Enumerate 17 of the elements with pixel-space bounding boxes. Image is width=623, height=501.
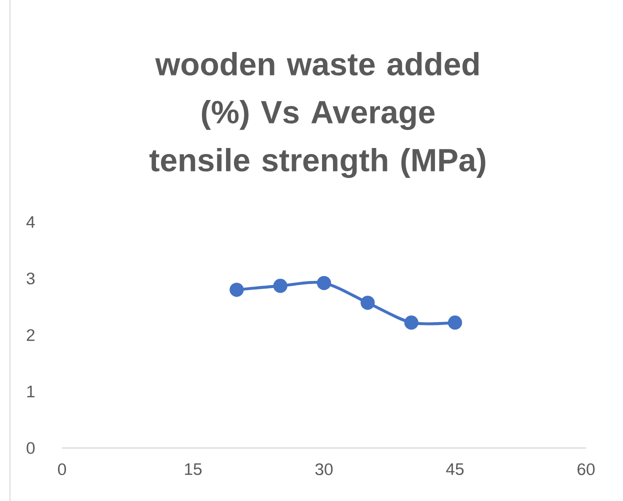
x-tick-label: 0 [58, 463, 66, 476]
point [448, 316, 462, 330]
x-tick-label: 60 [578, 463, 595, 476]
point [316, 276, 332, 290]
x-tick-label: 45 [446, 463, 464, 476]
point [360, 296, 375, 310]
point [273, 278, 288, 293]
y-tick-label: 2 [26, 329, 34, 341]
chart-title: wooden waste added (%) Vs Average tensile strength (MPa) [149, 52, 486, 178]
point [404, 316, 418, 330]
y-tick-label: 4 [26, 216, 35, 228]
x-tick-label: 15 [185, 463, 202, 476]
y-tick-label: 3 [26, 272, 35, 284]
point [230, 282, 244, 297]
y-tick-label: 1 [27, 386, 34, 398]
x-tick-label: 30 [315, 463, 333, 476]
y-tick-label: 0 [26, 442, 35, 454]
